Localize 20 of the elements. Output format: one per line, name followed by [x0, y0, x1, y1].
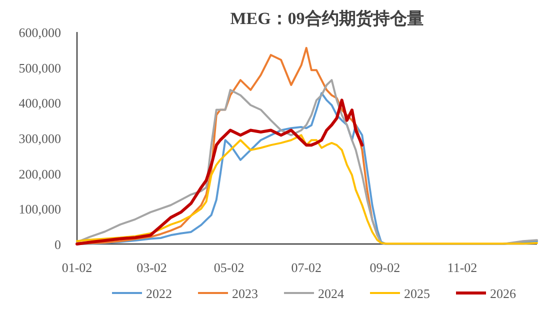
legend-label: 2022	[146, 286, 172, 301]
x-tick-label: 03-02	[136, 260, 167, 275]
y-tick-label: 200,000	[18, 166, 61, 182]
x-tick-label: 01-02	[62, 260, 92, 275]
x-tick-label: 05-02	[214, 260, 244, 275]
x-tick-label: 07-02	[291, 260, 322, 275]
x-tick-label: 09-02	[370, 260, 400, 275]
legend-label: 2024	[318, 286, 344, 301]
legend-label: 2026	[490, 286, 516, 301]
y-tick-label: 300,000	[18, 131, 61, 146]
x-tick-label: 11-02	[447, 260, 478, 275]
chart-title: MEG：09合约期货持仓量	[230, 9, 424, 28]
legend-label: 2025	[404, 286, 430, 301]
y-tick-label: 100,000	[18, 202, 61, 217]
y-tick-label: 0	[54, 237, 61, 252]
line-series	[76, 98, 364, 246]
legend-label: 2023	[232, 286, 258, 301]
y-tick-label: 400,000	[18, 96, 61, 111]
y-tick-label: 500,000	[18, 60, 61, 76]
y-tick-label: 600,000	[18, 25, 61, 40]
